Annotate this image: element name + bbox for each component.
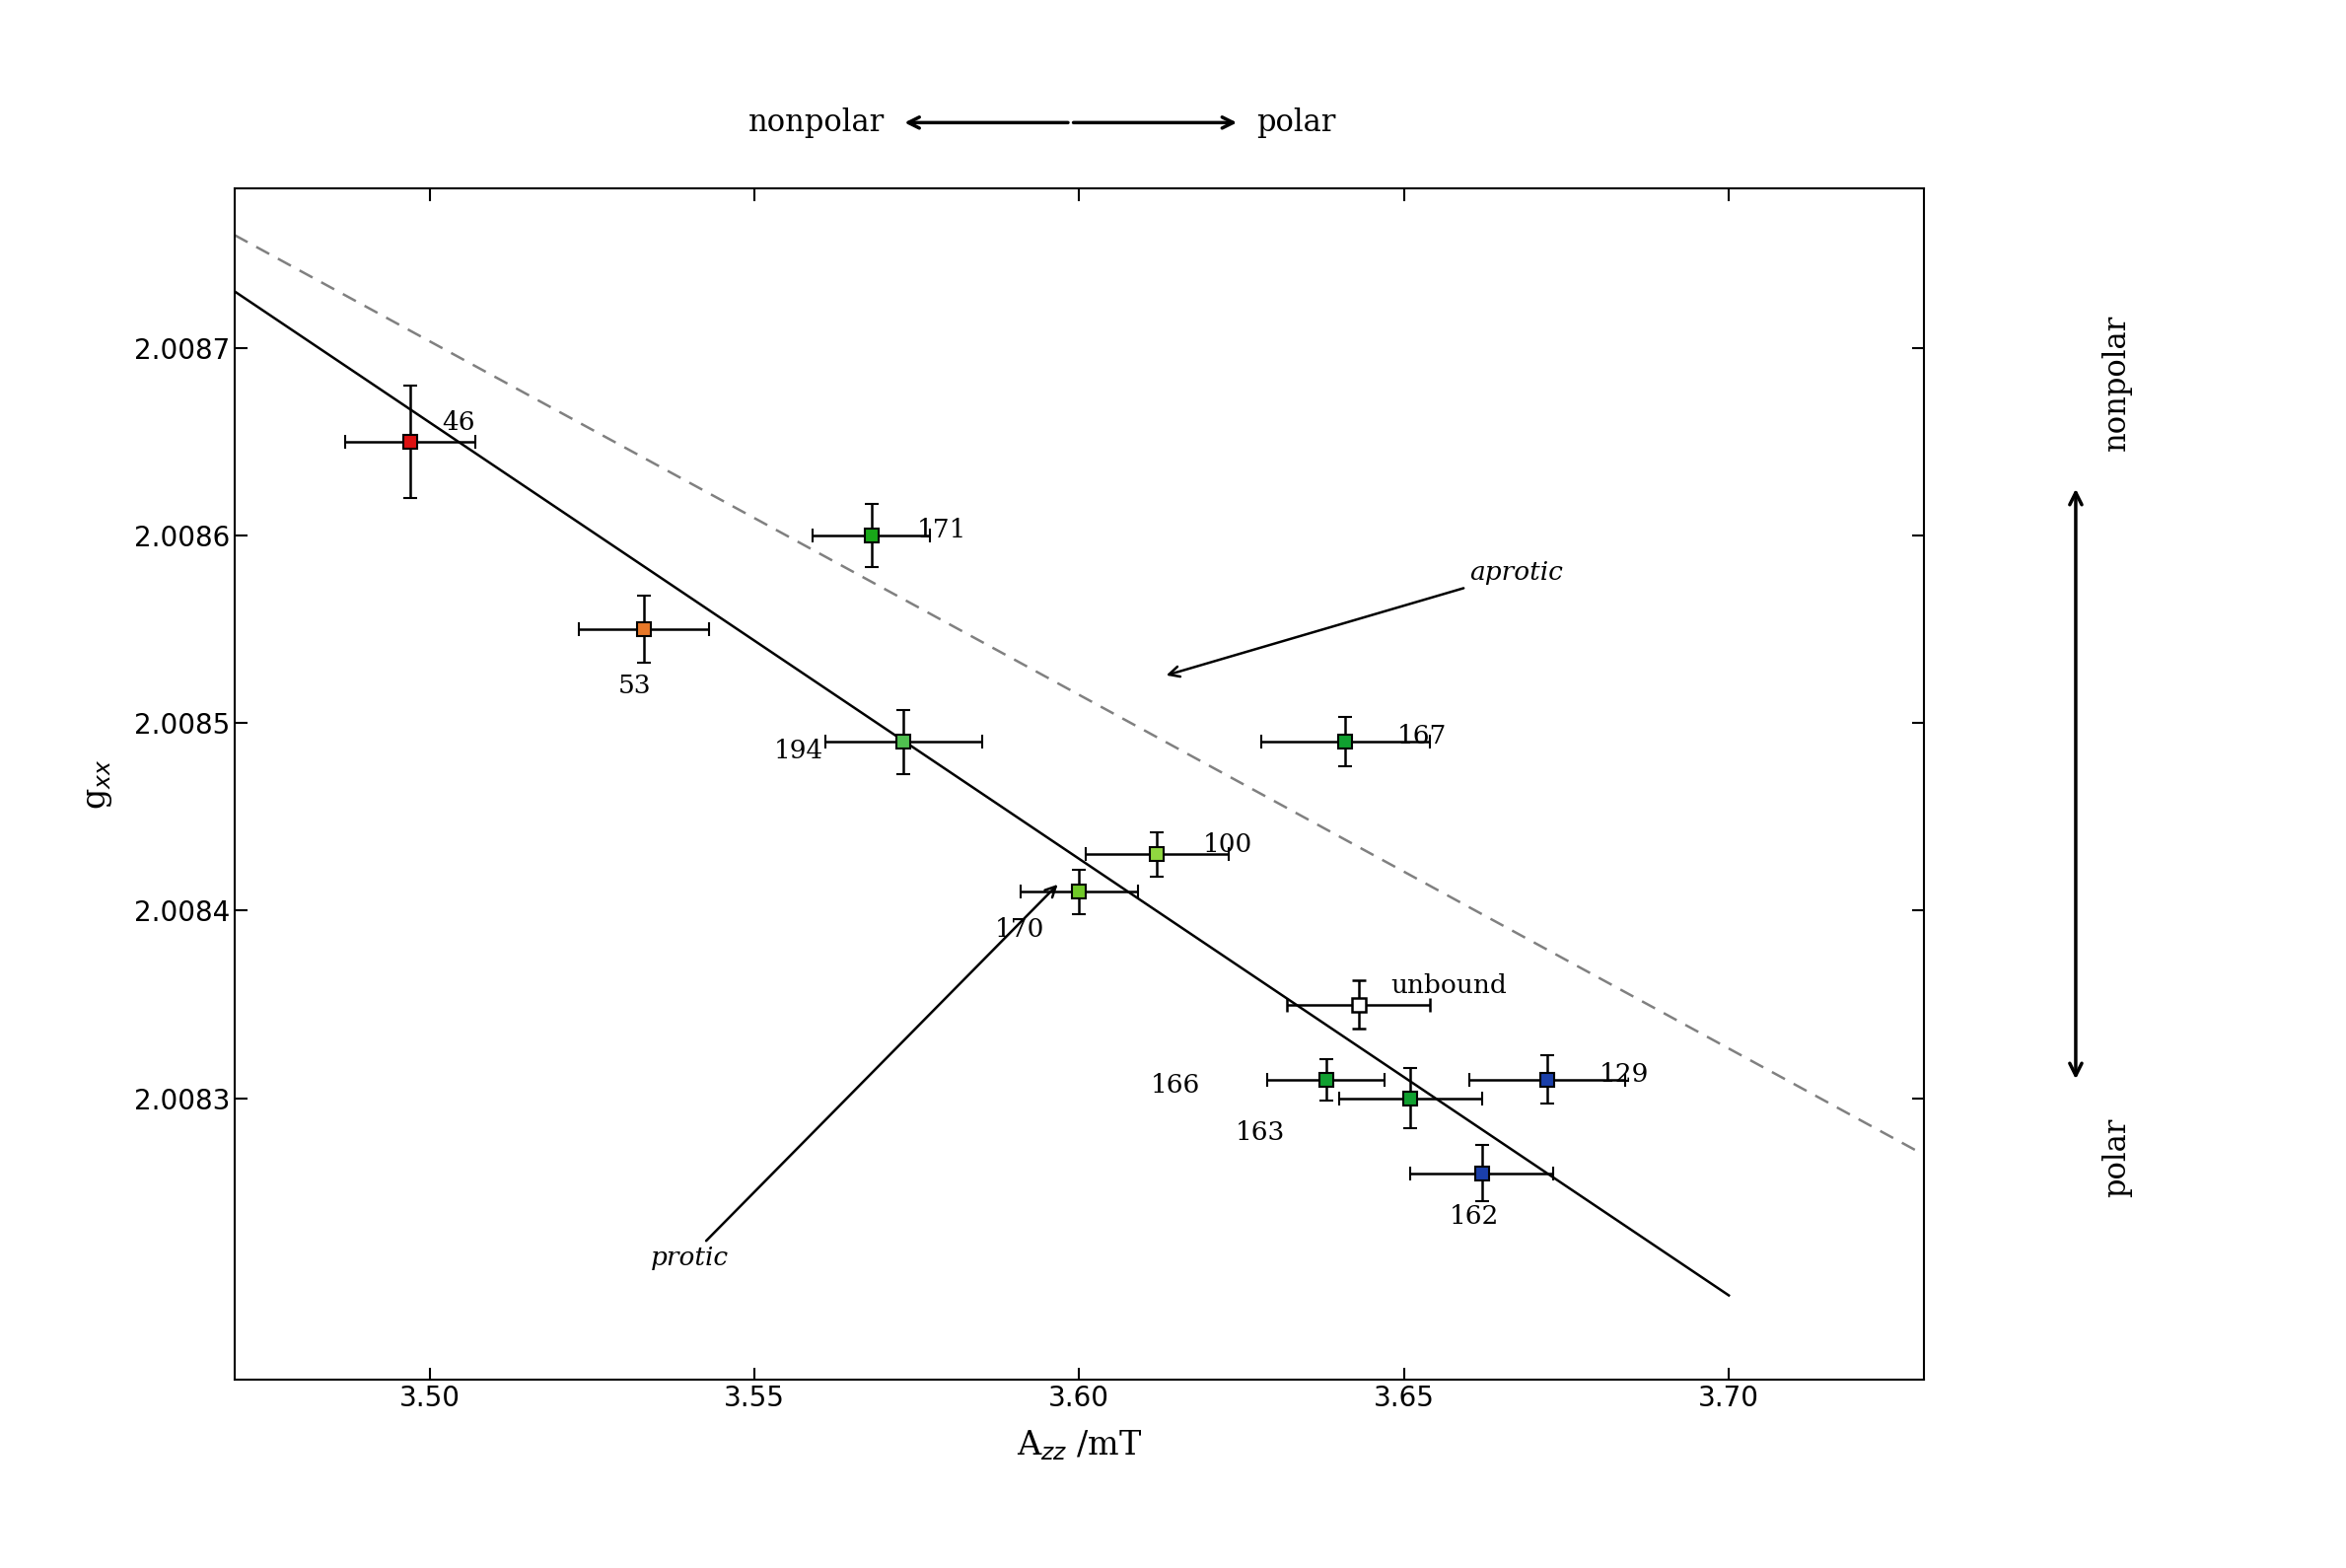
Text: nonpolar: nonpolar (2102, 314, 2133, 450)
Text: 170: 170 (995, 917, 1044, 942)
Text: 167: 167 (1398, 724, 1447, 748)
Text: 129: 129 (1600, 1062, 1649, 1087)
Text: aprotic: aprotic (1168, 560, 1562, 677)
X-axis label: A$_{zz}$ /mT: A$_{zz}$ /mT (1016, 1428, 1143, 1463)
Text: 53: 53 (617, 673, 652, 698)
Text: 46: 46 (443, 411, 476, 434)
Text: polar: polar (1257, 107, 1335, 138)
Text: 100: 100 (1203, 833, 1253, 858)
Text: 163: 163 (1234, 1120, 1286, 1145)
Text: 194: 194 (774, 739, 823, 764)
Text: 166: 166 (1150, 1073, 1201, 1098)
Text: polar: polar (2102, 1118, 2133, 1196)
Text: unbound: unbound (1391, 974, 1506, 999)
Text: nonpolar: nonpolar (748, 107, 884, 138)
Text: 162: 162 (1450, 1204, 1499, 1229)
Text: protic: protic (650, 886, 1056, 1270)
Y-axis label: g$_{xx}$: g$_{xx}$ (82, 759, 115, 809)
Text: 171: 171 (917, 517, 967, 543)
